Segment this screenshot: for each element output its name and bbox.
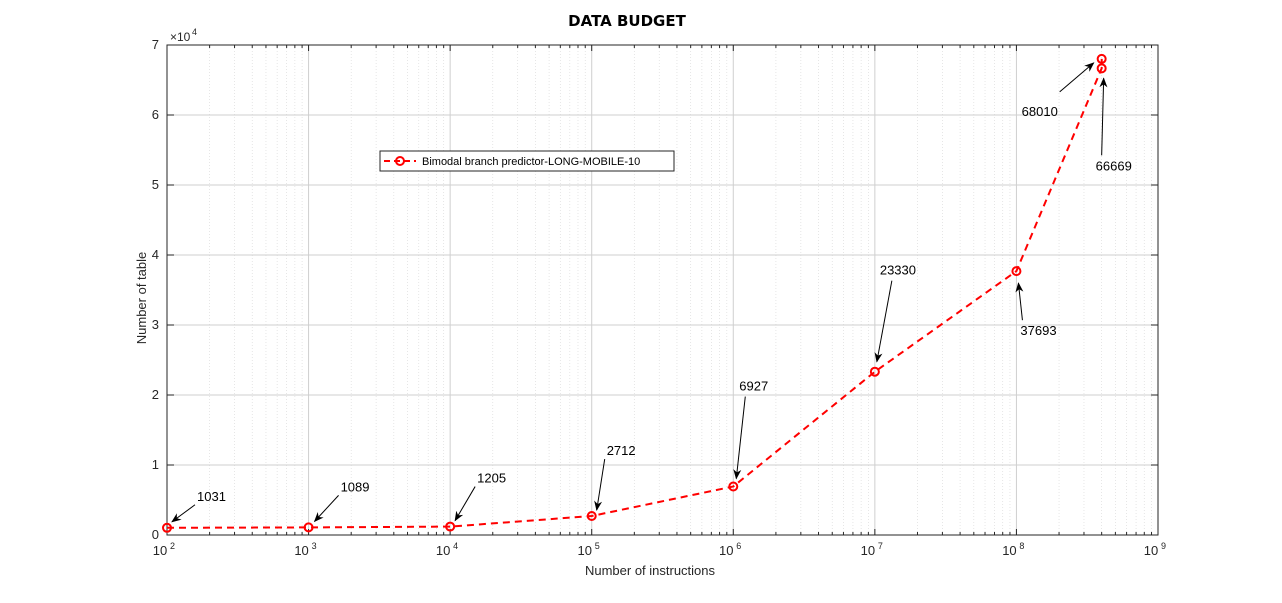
data-point-marker [1011,266,1022,277]
plot-frame [166,44,1159,536]
x-tick-label-exponent: 4 [453,541,458,551]
annotation-arrow [1015,282,1024,321]
annotation-arrow [594,458,606,512]
chart-title: DATA BUDGET [568,12,686,30]
data-point-marker [728,481,739,492]
x-axis-label: Number of instructions [585,563,716,578]
annotation-label: 2712 [607,443,636,458]
x-tick-label-exponent: 9 [1161,541,1166,551]
x-tick-label-exponent: 3 [312,541,317,551]
x-tick-label-base: 10 [294,543,308,558]
y-tick-label: 3 [152,317,159,332]
annotation-arrow [733,396,746,480]
y-tick-label: 4 [152,247,159,262]
annotation-label: 1205 [477,471,506,486]
series-line [166,58,1103,529]
y-tick-label: 5 [152,177,159,192]
y-tick-label: 7 [152,37,159,52]
data-point-marker [586,511,597,522]
y-axis-label: Number of table [134,252,149,345]
legend-box [379,150,675,172]
x-tick-label-base: 10 [153,543,167,558]
series-layer [162,53,1107,533]
annotation-label: 1031 [197,489,226,504]
legend-marker-swatch [395,156,405,166]
legend-entry-label: Bimodal branch predictor-LONG-MOBILE-10 [422,156,640,168]
data-point-marker [1096,53,1107,64]
data-point-marker [869,366,880,377]
x-tick-label-exponent: 5 [595,541,600,551]
annotation-arrow [1059,62,1095,93]
x-tick-label-base: 10 [719,543,733,558]
x-tick-label-base: 10 [1144,543,1158,558]
annotation-label: 37693 [1020,323,1056,338]
annotation-label: 1089 [341,479,370,494]
y-multiplier-base: ×10 [170,30,191,44]
legend: Bimodal branch predictor-LONG-MOBILE-10 [379,150,675,172]
x-tick-label-exponent: 2 [170,541,175,551]
annotation-label: 66669 [1096,158,1132,173]
data-point-marker [162,522,172,533]
x-tick-label-base: 10 [1002,543,1016,558]
annotation-arrow [874,280,893,363]
x-tick-label-exponent: 8 [1019,541,1024,551]
y-tick-label: 2 [152,387,159,402]
y-tick-label: 6 [152,107,159,122]
annotation-arrow [454,486,476,522]
y-multiplier: ×10 4 [170,27,197,44]
y-tick-label: 0 [152,527,159,542]
annotation-arrow [1099,77,1108,156]
x-tick-label-exponent: 7 [878,541,883,551]
data-point-marker [1096,63,1107,74]
x-tick-label-exponent: 6 [736,541,741,551]
x-tick-label-base: 10 [861,543,875,558]
x-tick-label-base: 10 [577,543,591,558]
data-point-marker [445,521,456,532]
annotation-arrow [313,495,339,523]
annotation-label: 68010 [1022,104,1058,119]
annotation-layer: 1031 1089 1205 2712 6927 23330 37693 68010 66669 [171,62,1132,523]
annotation-label: 6927 [739,379,768,394]
x-tick-label-base: 10 [436,543,450,558]
y-tick-label: 1 [152,457,159,472]
y-multiplier-exponent: 4 [192,27,197,37]
annotation-label: 23330 [880,263,916,278]
annotation-arrow [171,504,196,523]
data-point-marker [303,522,314,533]
plot-area [167,45,1158,535]
